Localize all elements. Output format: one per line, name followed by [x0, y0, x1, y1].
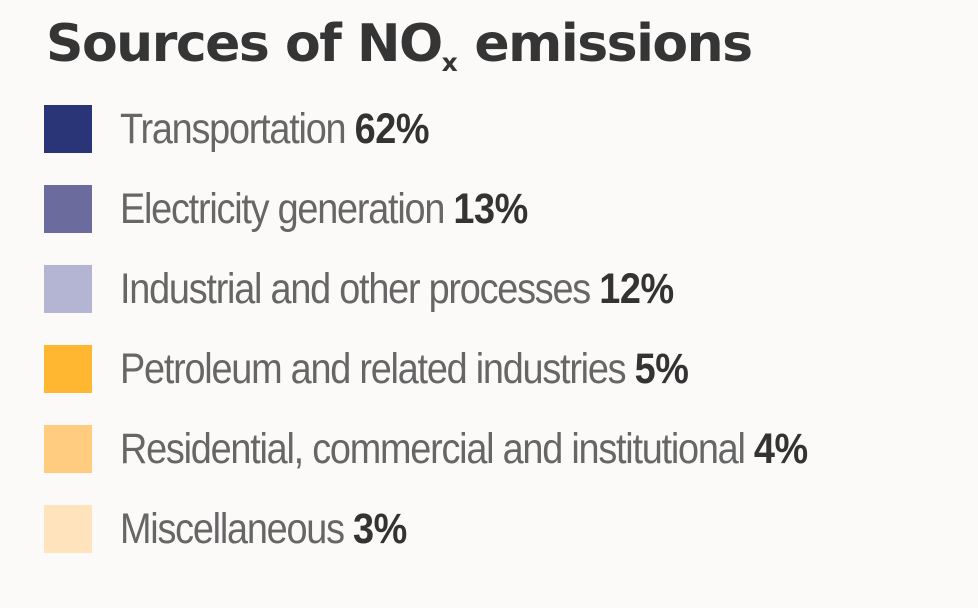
chart-title-text: Sources of NO: [46, 14, 443, 74]
legend-label-text: Industrial and other processes: [120, 265, 591, 313]
legend-swatch: [44, 425, 92, 473]
legend-value: 13%: [453, 185, 528, 233]
legend-value: 5%: [634, 345, 689, 393]
legend-label: Electricity generation 13%: [120, 179, 528, 239]
chart-title: Sources of NOx emissions: [46, 6, 753, 91]
legend-value: 3%: [353, 505, 407, 553]
legend-swatch: [44, 265, 92, 313]
legend-value: 12%: [599, 265, 674, 313]
legend-value: 4%: [753, 425, 808, 473]
legend-label-text: Residential, commercial and institutiona…: [120, 425, 746, 473]
chart-title-suffix: emissions: [457, 14, 753, 74]
legend-label: Residential, commercial and institutiona…: [120, 419, 808, 479]
legend-swatch: [44, 185, 92, 233]
legend-swatch: [44, 345, 92, 393]
legend-swatch: [44, 105, 92, 153]
legend-label: Transportation 62%: [120, 99, 429, 159]
legend-value: 62%: [354, 105, 430, 153]
legend-label: Petroleum and related industries 5%: [120, 339, 689, 399]
legend-label: Miscellaneous 3%: [120, 499, 407, 559]
legend-label-text: Petroleum and related industries: [120, 345, 627, 393]
chart-title-subscript: x: [441, 48, 458, 77]
legend-label-text: Electricity generation: [120, 185, 445, 233]
legend-label-text: Miscellaneous: [120, 505, 345, 553]
legend-label-text: Transportation: [120, 105, 347, 153]
legend-swatch: [44, 505, 92, 553]
legend-label: Industrial and other processes 12%: [120, 259, 674, 319]
